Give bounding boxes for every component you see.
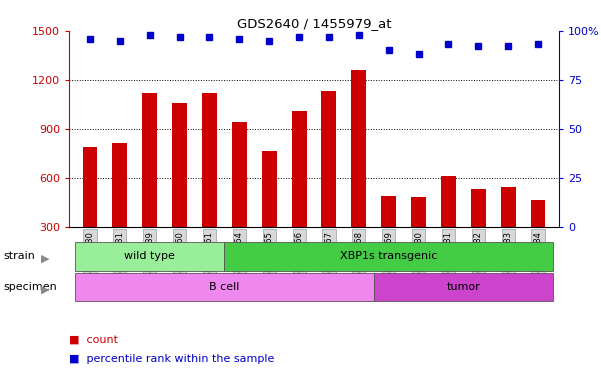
- Text: specimen: specimen: [3, 282, 56, 292]
- Bar: [291, 111, 307, 227]
- Bar: [82, 147, 97, 227]
- Bar: [75, 242, 224, 271]
- Bar: [322, 91, 337, 227]
- Text: ▶: ▶: [41, 254, 49, 264]
- Bar: [352, 70, 366, 227]
- Bar: [262, 152, 276, 227]
- Bar: [441, 176, 456, 227]
- Text: ■  percentile rank within the sample: ■ percentile rank within the sample: [69, 354, 275, 364]
- Text: tumor: tumor: [447, 282, 480, 292]
- Bar: [471, 189, 486, 227]
- Text: XBP1s transgenic: XBP1s transgenic: [340, 251, 438, 262]
- Bar: [142, 93, 157, 227]
- Bar: [172, 103, 187, 227]
- Text: strain: strain: [3, 251, 35, 261]
- Title: GDS2640 / 1455979_at: GDS2640 / 1455979_at: [237, 17, 391, 30]
- Bar: [374, 273, 553, 301]
- Bar: [112, 143, 127, 227]
- Bar: [381, 195, 396, 227]
- Bar: [75, 273, 374, 301]
- Bar: [232, 122, 247, 227]
- Bar: [531, 200, 546, 227]
- Text: ■  count: ■ count: [69, 335, 118, 345]
- Text: B cell: B cell: [209, 282, 240, 292]
- Text: ▶: ▶: [41, 285, 49, 295]
- Bar: [224, 242, 553, 271]
- Bar: [202, 93, 217, 227]
- Bar: [411, 197, 426, 227]
- Bar: [501, 187, 516, 227]
- Text: wild type: wild type: [124, 251, 175, 262]
